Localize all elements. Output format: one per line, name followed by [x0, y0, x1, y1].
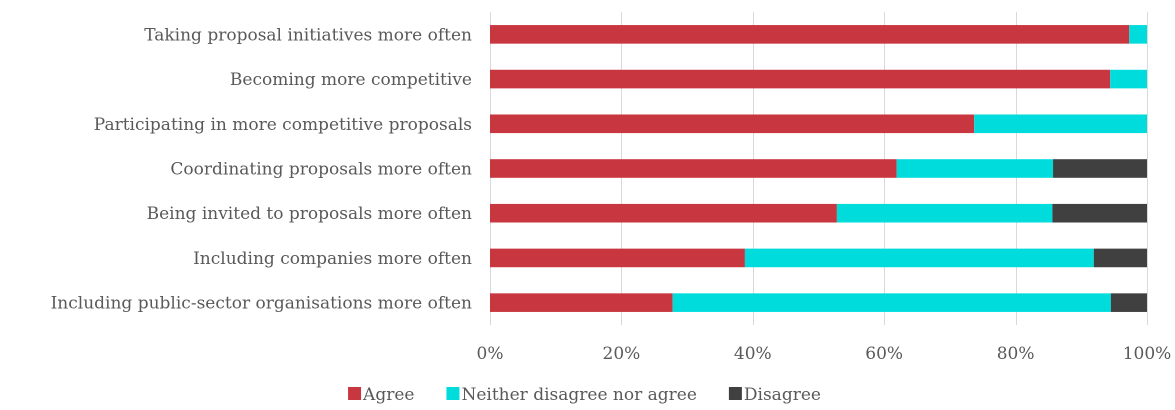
x-tick-label: 80% [997, 344, 1035, 364]
legend-swatch-disagree [728, 387, 742, 400]
category-label: Becoming more competitive [230, 70, 472, 90]
bar-segment-agree [490, 248, 745, 268]
bar-segment-neither-disagree-nor-agree [836, 203, 1053, 223]
bar-segment-agree [490, 114, 975, 134]
legend-label-neither-disagree-nor-agree: Neither disagree nor agree [461, 385, 696, 405]
bars [490, 25, 1147, 312]
x-tick-label: 60% [865, 344, 903, 364]
bar-segment-agree [490, 203, 837, 223]
bar-segment-agree [490, 25, 1130, 44]
bar-segment-disagree [1110, 293, 1147, 312]
bar-segment-disagree [1052, 203, 1147, 223]
legend: Agree Neither disagree nor agree Disagree [348, 385, 821, 405]
bar-segment-neither-disagree-nor-agree [672, 293, 1111, 312]
legend-swatch-agree [348, 387, 362, 400]
legend-label-agree: Agree [362, 385, 414, 405]
bar-segment-neither-disagree-nor-agree [896, 159, 1054, 178]
legend-label-disagree: Disagree [744, 385, 821, 405]
category-label: Participating in more competitive propos… [94, 115, 472, 135]
x-tick-label: 40% [734, 344, 772, 364]
bar-segment-neither-disagree-nor-agree [1129, 25, 1147, 44]
bar-segment-agree [490, 159, 897, 178]
category-label: Including public-sector organisations mo… [51, 294, 472, 314]
x-tick-label: 20% [603, 344, 641, 364]
x-tick-label: 100% [1123, 344, 1172, 364]
bar-segment-disagree [1093, 248, 1147, 268]
category-label: Being invited to proposals more often [147, 204, 472, 224]
category-label: Taking proposal initiatives more often [144, 25, 472, 45]
legend-swatch-neither-disagree-nor-agree [446, 387, 460, 400]
x-axis-tick-labels: 0% 20% 40% 60% 80% 100% [477, 344, 1172, 364]
bar-segment-disagree [1053, 159, 1147, 178]
x-tick-label: 0% [477, 344, 504, 364]
bar-segment-neither-disagree-nor-agree [974, 114, 1147, 134]
category-labels: Taking proposal initiatives more often Be… [51, 25, 472, 313]
bar-segment-neither-disagree-nor-agree [1110, 69, 1147, 89]
bar-segment-agree [490, 69, 1111, 89]
category-label: Including companies more often [193, 249, 472, 269]
bar-segment-agree [490, 293, 673, 312]
category-label: Coordinating proposals more often [170, 160, 472, 180]
bar-segment-neither-disagree-nor-agree [744, 248, 1094, 268]
